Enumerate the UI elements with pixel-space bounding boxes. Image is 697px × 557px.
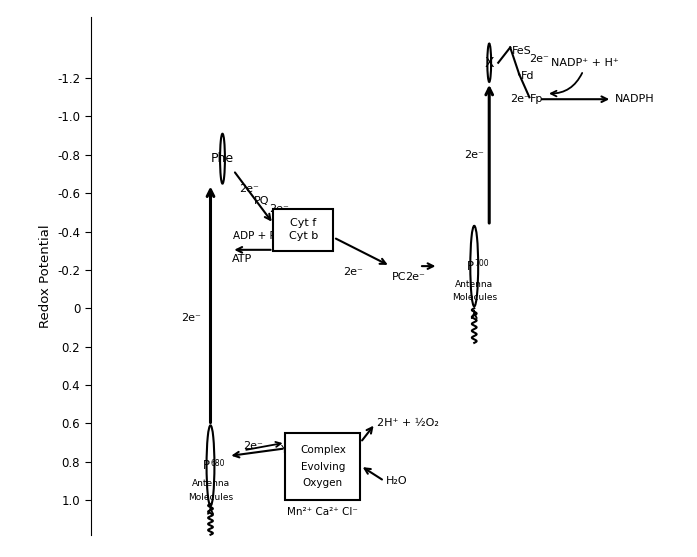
- Text: NADP⁺ + H⁺: NADP⁺ + H⁺: [551, 58, 619, 68]
- Text: Cyt b: Cyt b: [289, 231, 318, 241]
- Text: 2H⁺ + ½O₂: 2H⁺ + ½O₂: [376, 418, 438, 428]
- Text: Oxygen: Oxygen: [302, 478, 343, 488]
- Text: Cyt f: Cyt f: [290, 218, 316, 228]
- Text: NADPH: NADPH: [615, 94, 654, 104]
- Text: PC: PC: [392, 272, 406, 282]
- Text: ADP + Pi: ADP + Pi: [233, 231, 278, 241]
- Text: Molecules: Molecules: [452, 293, 497, 302]
- Text: PQ: PQ: [254, 196, 269, 206]
- Text: Complex: Complex: [300, 445, 346, 455]
- Text: 2e⁻: 2e⁻: [181, 313, 201, 323]
- Text: 700: 700: [475, 259, 489, 268]
- Text: ATP: ATP: [231, 255, 252, 265]
- Text: Phe: Phe: [211, 152, 234, 165]
- Text: 2e⁻: 2e⁻: [510, 94, 530, 104]
- Text: 2e⁻: 2e⁻: [269, 203, 289, 213]
- Text: Antenna: Antenna: [455, 280, 493, 289]
- Text: Yz: Yz: [281, 445, 294, 455]
- Text: 2e⁻: 2e⁻: [406, 272, 425, 282]
- FancyBboxPatch shape: [286, 433, 360, 500]
- Text: FeS: FeS: [512, 46, 531, 56]
- Text: 2e⁻: 2e⁻: [243, 442, 263, 452]
- Text: H₂O: H₂O: [385, 476, 407, 486]
- Text: P: P: [203, 459, 210, 472]
- Text: Antenna: Antenna: [192, 479, 229, 488]
- Text: Molecules: Molecules: [188, 492, 233, 501]
- Y-axis label: Redox Potential: Redox Potential: [38, 224, 52, 328]
- Text: 680: 680: [210, 458, 225, 468]
- FancyBboxPatch shape: [273, 208, 333, 251]
- Text: 2e⁻: 2e⁻: [291, 445, 312, 455]
- Text: Mn²⁺ Ca²⁺ Cl⁻: Mn²⁺ Ca²⁺ Cl⁻: [287, 507, 358, 517]
- FancyArrowPatch shape: [551, 73, 582, 96]
- Text: Fp: Fp: [530, 94, 543, 104]
- Text: Fd: Fd: [521, 71, 534, 81]
- Text: P: P: [467, 260, 474, 272]
- Text: 2e⁻: 2e⁻: [344, 267, 363, 277]
- Text: 2e⁻: 2e⁻: [464, 150, 484, 160]
- Text: X: X: [484, 56, 494, 70]
- Text: 2e⁻: 2e⁻: [238, 184, 259, 194]
- Text: 2e⁻: 2e⁻: [530, 54, 549, 64]
- Text: Evolving: Evolving: [300, 462, 345, 472]
